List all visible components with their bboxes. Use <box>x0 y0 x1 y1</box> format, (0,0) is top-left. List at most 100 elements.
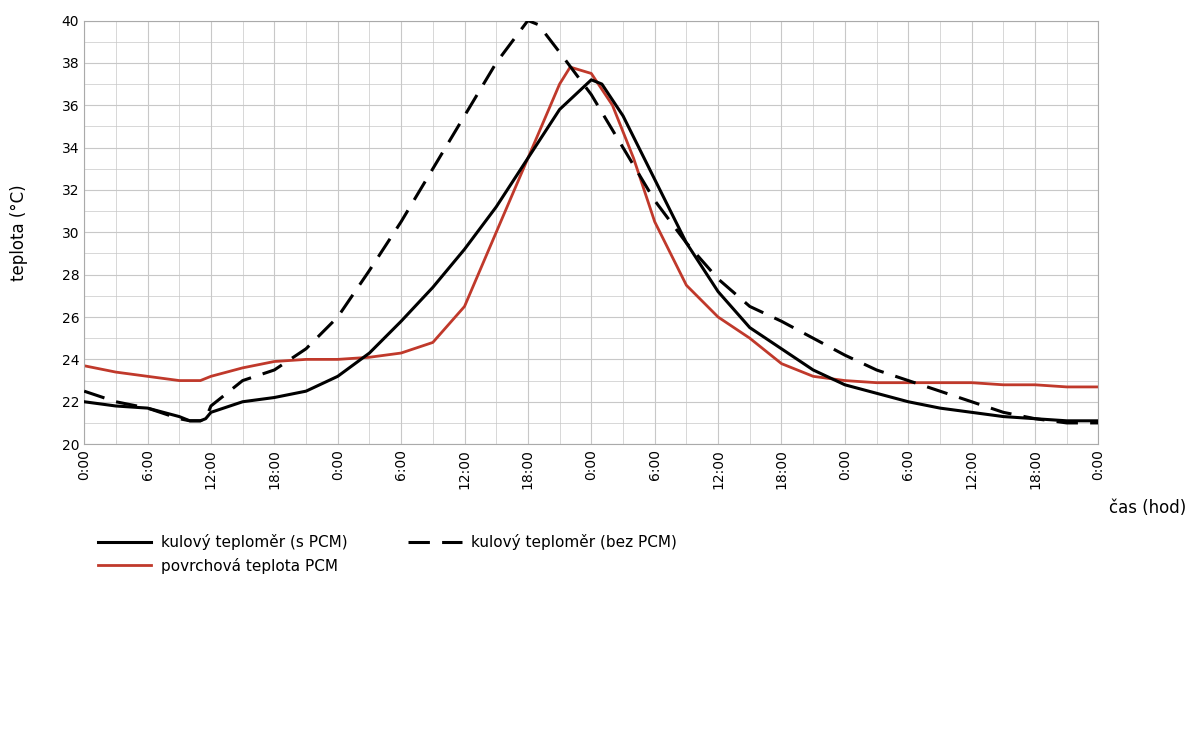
povrchová teplota PCM <box>838 376 852 385</box>
kulový teploměr (s PCM) <box>932 404 947 413</box>
kulový teploměr (s PCM) <box>172 412 186 421</box>
povrchová teplota PCM <box>605 101 619 109</box>
kulový teploměr (bez PCM) <box>1060 418 1074 427</box>
kulový teploměr (bez PCM) <box>268 366 282 375</box>
kulový teploměr (s PCM) <box>595 79 610 88</box>
kulový teploměr (s PCM) <box>1060 416 1074 425</box>
kulový teploměr (bez PCM) <box>901 376 916 385</box>
povrchová teplota PCM <box>394 348 408 357</box>
kulový teploměr (s PCM) <box>552 105 566 114</box>
kulový teploměr (s PCM) <box>330 372 344 381</box>
kulový teploměr (bez PCM) <box>394 217 408 226</box>
povrchová teplota PCM <box>268 357 282 366</box>
povrchová teplota PCM <box>235 364 250 373</box>
povrchová teplota PCM <box>648 217 662 226</box>
Legend: kulový teploměr (s PCM), povrchová teplota PCM, kulový teploměr (bez PCM): kulový teploměr (s PCM), povrchová teplo… <box>91 528 683 580</box>
kulový teploměr (s PCM) <box>710 287 725 296</box>
povrchová teplota PCM <box>584 69 599 78</box>
kulový teploměr (s PCM) <box>182 416 197 425</box>
povrchová teplota PCM <box>1028 381 1043 389</box>
povrchová teplota PCM <box>330 355 344 364</box>
Line: povrchová teplota PCM: povrchová teplota PCM <box>84 67 1098 387</box>
povrchová teplota PCM <box>299 355 313 364</box>
povrchová teplota PCM <box>710 313 725 321</box>
kulový teploměr (s PCM) <box>679 238 694 247</box>
povrchová teplota PCM <box>1091 383 1105 391</box>
kulový teploměr (s PCM) <box>1028 414 1043 423</box>
povrchová teplota PCM <box>109 367 124 376</box>
kulový teploměr (bez PCM) <box>710 275 725 284</box>
kulový teploměr (bez PCM) <box>172 414 186 423</box>
kulový teploměr (s PCM) <box>521 154 535 163</box>
Text: čas (hod): čas (hod) <box>1109 499 1186 517</box>
povrchová teplota PCM <box>996 381 1010 389</box>
kulový teploměr (s PCM) <box>616 112 630 120</box>
kulový teploměr (bez PCM) <box>235 376 250 385</box>
povrchová teplota PCM <box>193 376 208 385</box>
kulový teploměr (bez PCM) <box>330 313 344 321</box>
kulový teploměr (bez PCM) <box>774 317 788 326</box>
povrchová teplota PCM <box>172 376 186 385</box>
povrchová teplota PCM <box>932 378 947 387</box>
Line: kulový teploměr (bez PCM): kulový teploměr (bez PCM) <box>84 20 1098 423</box>
kulový teploměr (bez PCM) <box>140 404 155 413</box>
kulový teploměr (s PCM) <box>394 317 408 326</box>
kulový teploměr (bez PCM) <box>532 20 546 29</box>
kulový teploměr (bez PCM) <box>932 387 947 396</box>
kulový teploměr (s PCM) <box>838 381 852 389</box>
kulový teploměr (bez PCM) <box>426 165 440 174</box>
kulový teploměr (s PCM) <box>235 397 250 406</box>
kulový teploměr (bez PCM) <box>521 16 535 25</box>
kulový teploměr (bez PCM) <box>679 238 694 247</box>
povrchová teplota PCM <box>743 334 757 343</box>
kulový teploměr (bez PCM) <box>198 414 212 423</box>
povrchová teplota PCM <box>774 359 788 368</box>
kulový teploměr (s PCM) <box>77 397 91 406</box>
povrchová teplota PCM <box>869 378 883 387</box>
kulový teploměr (s PCM) <box>140 404 155 413</box>
kulový teploměr (bez PCM) <box>490 58 504 67</box>
kulový teploměr (bez PCM) <box>457 112 472 120</box>
povrchová teplota PCM <box>552 79 566 88</box>
kulový teploměr (bez PCM) <box>838 351 852 359</box>
kulový teploměr (bez PCM) <box>1028 414 1043 423</box>
kulový teploměr (s PCM) <box>204 408 218 417</box>
povrchová teplota PCM <box>77 362 91 370</box>
kulový teploměr (bez PCM) <box>648 196 662 205</box>
kulový teploměr (bez PCM) <box>996 408 1010 417</box>
povrchová teplota PCM <box>362 353 377 362</box>
povrchová teplota PCM <box>140 372 155 381</box>
povrchová teplota PCM <box>901 378 916 387</box>
povrchová teplota PCM <box>563 63 577 71</box>
povrchová teplota PCM <box>204 372 218 381</box>
povrchová teplota PCM <box>1060 383 1074 391</box>
povrchová teplota PCM <box>521 154 535 163</box>
kulový teploměr (bez PCM) <box>552 48 566 57</box>
povrchová teplota PCM <box>679 281 694 289</box>
kulový teploměr (bez PCM) <box>584 90 599 99</box>
kulový teploměr (bez PCM) <box>743 302 757 311</box>
kulový teploměr (bez PCM) <box>362 266 377 275</box>
kulový teploměr (s PCM) <box>426 283 440 292</box>
kulový teploměr (bez PCM) <box>965 397 979 406</box>
kulový teploměr (s PCM) <box>743 323 757 332</box>
povrchová teplota PCM <box>626 154 641 163</box>
kulový teploměr (s PCM) <box>584 75 599 84</box>
kulový teploměr (s PCM) <box>774 344 788 353</box>
kulový teploměr (s PCM) <box>806 366 821 375</box>
kulový teploměr (s PCM) <box>362 348 377 357</box>
kulový teploměr (s PCM) <box>299 387 313 396</box>
povrchová teplota PCM <box>965 378 979 387</box>
kulový teploměr (s PCM) <box>198 414 212 423</box>
kulový teploměr (s PCM) <box>1091 416 1105 425</box>
povrchová teplota PCM <box>490 228 504 237</box>
kulový teploměr (bez PCM) <box>182 416 197 425</box>
kulový teploměr (bez PCM) <box>616 143 630 152</box>
povrchová teplota PCM <box>457 302 472 311</box>
kulový teploměr (bez PCM) <box>299 344 313 353</box>
kulový teploměr (bez PCM) <box>193 416 208 425</box>
povrchová teplota PCM <box>426 338 440 347</box>
Y-axis label: teplota (°C): teplota (°C) <box>11 184 29 281</box>
kulový teploměr (s PCM) <box>901 397 916 406</box>
kulový teploměr (s PCM) <box>648 175 662 184</box>
